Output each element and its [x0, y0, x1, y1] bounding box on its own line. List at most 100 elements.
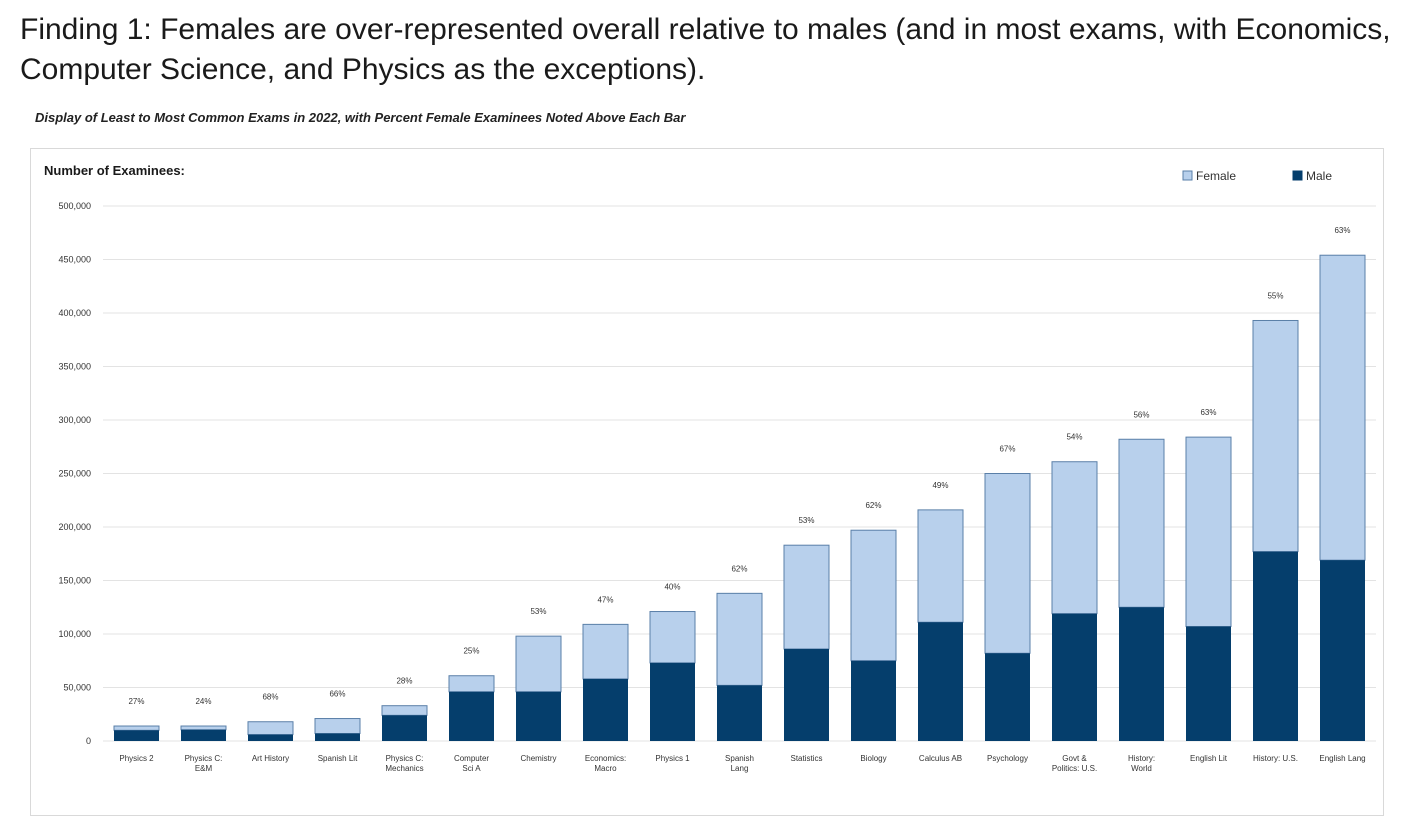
x-tick-label: Spanish — [725, 754, 754, 763]
bars — [113, 254, 1366, 741]
x-tick-label: Statistics — [790, 754, 822, 763]
legend-label-female: Female — [1196, 169, 1236, 183]
bar-male — [650, 662, 695, 741]
bar-male — [382, 715, 427, 741]
x-tick-label: E&M — [195, 764, 213, 773]
y-tick-label: 500,000 — [58, 201, 91, 211]
percent-female-label: 63% — [1200, 408, 1216, 417]
y-tick-label: 150,000 — [58, 576, 91, 586]
x-tick-label: English Lang — [1319, 754, 1365, 763]
x-tick-label: Physics C: — [386, 754, 424, 763]
chart-subtitle: Display of Least to Most Common Exams in… — [35, 110, 686, 125]
percent-female-label: 62% — [731, 564, 747, 573]
headline: Finding 1: Females are over-represented … — [20, 13, 1391, 86]
bar-male — [1052, 613, 1097, 741]
legend-label-male: Male — [1306, 169, 1332, 183]
bar-female — [1252, 319, 1299, 553]
bar-male — [1320, 560, 1365, 741]
bar-male — [449, 691, 494, 741]
percent-female-label: 53% — [798, 516, 814, 525]
x-tick-label: Macro — [594, 764, 617, 773]
y-tick-label: 200,000 — [58, 522, 91, 532]
bar-male — [851, 660, 896, 741]
gridlines — [103, 205, 1376, 742]
percent-female-label: 63% — [1334, 226, 1350, 235]
x-tick-label: Art History — [252, 754, 289, 763]
bar-female — [582, 623, 629, 680]
x-tick-label: Politics: U.S. — [1052, 764, 1097, 773]
bar-male — [583, 678, 628, 741]
y-tick-label: 350,000 — [58, 362, 91, 372]
y-axis-label: Number of Examinees: — [44, 163, 185, 178]
percent-female-label: 25% — [463, 647, 479, 656]
bar-male — [114, 730, 159, 741]
x-tick-label: Chemistry — [520, 754, 556, 763]
percent-female-label: 66% — [329, 690, 345, 699]
percent-female-label: 53% — [530, 607, 546, 616]
bar-female — [180, 725, 227, 731]
percent-female-label: 24% — [195, 697, 211, 706]
percent-female-label: 27% — [128, 697, 144, 706]
x-tick-label: English Lit — [1190, 754, 1228, 763]
percent-female-label: 47% — [597, 595, 613, 604]
bar-male — [181, 729, 226, 741]
percent-female-label: 67% — [999, 445, 1015, 454]
percent-female-label: 40% — [664, 583, 680, 592]
x-tick-label: Biology — [860, 754, 886, 763]
bar-male — [248, 734, 293, 741]
bar-female — [381, 705, 428, 716]
x-tick-label: Physics 2 — [119, 754, 154, 763]
legend-swatch-female — [1182, 170, 1193, 181]
percent-female-label: 56% — [1133, 410, 1149, 419]
bar-female — [448, 675, 495, 693]
x-tick-label: Sci A — [462, 764, 481, 773]
bar-male — [1186, 626, 1231, 741]
x-tick-label: World — [1131, 764, 1152, 773]
y-tick-label: 100,000 — [58, 629, 91, 639]
bar-male — [1253, 551, 1298, 741]
legend: Female Male — [1182, 169, 1332, 183]
bar-male — [985, 653, 1030, 741]
y-axis: 0 50,000 100,000 150,000 200,000 250,000 300,0… — [58, 201, 91, 746]
bar-female — [1319, 254, 1366, 561]
x-tick-label: Economics: — [585, 754, 626, 763]
bar-female — [247, 721, 294, 736]
bar-female — [850, 529, 897, 662]
bar-male — [717, 685, 762, 741]
percent-female-label: 55% — [1267, 291, 1283, 300]
y-tick-label: 300,000 — [58, 415, 91, 425]
bar-male — [516, 691, 561, 741]
y-tick-label: 450,000 — [58, 255, 91, 265]
bar-female — [917, 509, 964, 623]
bar-male — [1119, 607, 1164, 741]
x-tick-label: Physics C: — [185, 754, 223, 763]
percent-female-label: 49% — [932, 481, 948, 490]
chart-container: 0 50,000 100,000 150,000 200,000 250,000 300,0… — [30, 148, 1384, 816]
bar-female — [716, 592, 763, 686]
bar-female — [649, 611, 696, 664]
y-tick-label: 400,000 — [58, 308, 91, 318]
percent-female-label: 68% — [262, 693, 278, 702]
x-tick-label: Mechanics — [385, 764, 423, 773]
bar-male — [315, 733, 360, 741]
x-tick-label: Computer — [454, 754, 489, 763]
bar-female — [984, 473, 1031, 654]
bar-female — [783, 544, 830, 650]
percent-labels: 27% 24% 68% 66% 28% 25% 53% 47% 40% 62% 53% 62% 49% 6… — [128, 226, 1350, 706]
x-tick-label: Physics 1 — [655, 754, 690, 763]
bar-female — [1051, 461, 1098, 615]
bar-female — [314, 718, 361, 735]
bar-male — [918, 622, 963, 741]
x-tick-label: Spanish Lit — [318, 754, 358, 763]
stacked-bar-chart: 0 50,000 100,000 150,000 200,000 250,000 300,0… — [44, 163, 1376, 773]
bar-female — [515, 635, 562, 693]
bar-female — [1118, 438, 1165, 608]
y-tick-label: 250,000 — [58, 469, 91, 479]
percent-female-label: 62% — [865, 501, 881, 510]
percent-female-label: 54% — [1066, 433, 1082, 442]
y-tick-label: 50,000 — [63, 683, 91, 693]
percent-female-label: 28% — [396, 677, 412, 686]
x-tick-label: History: — [1128, 754, 1155, 763]
bar-female — [1185, 436, 1232, 628]
legend-swatch-male — [1292, 170, 1303, 181]
